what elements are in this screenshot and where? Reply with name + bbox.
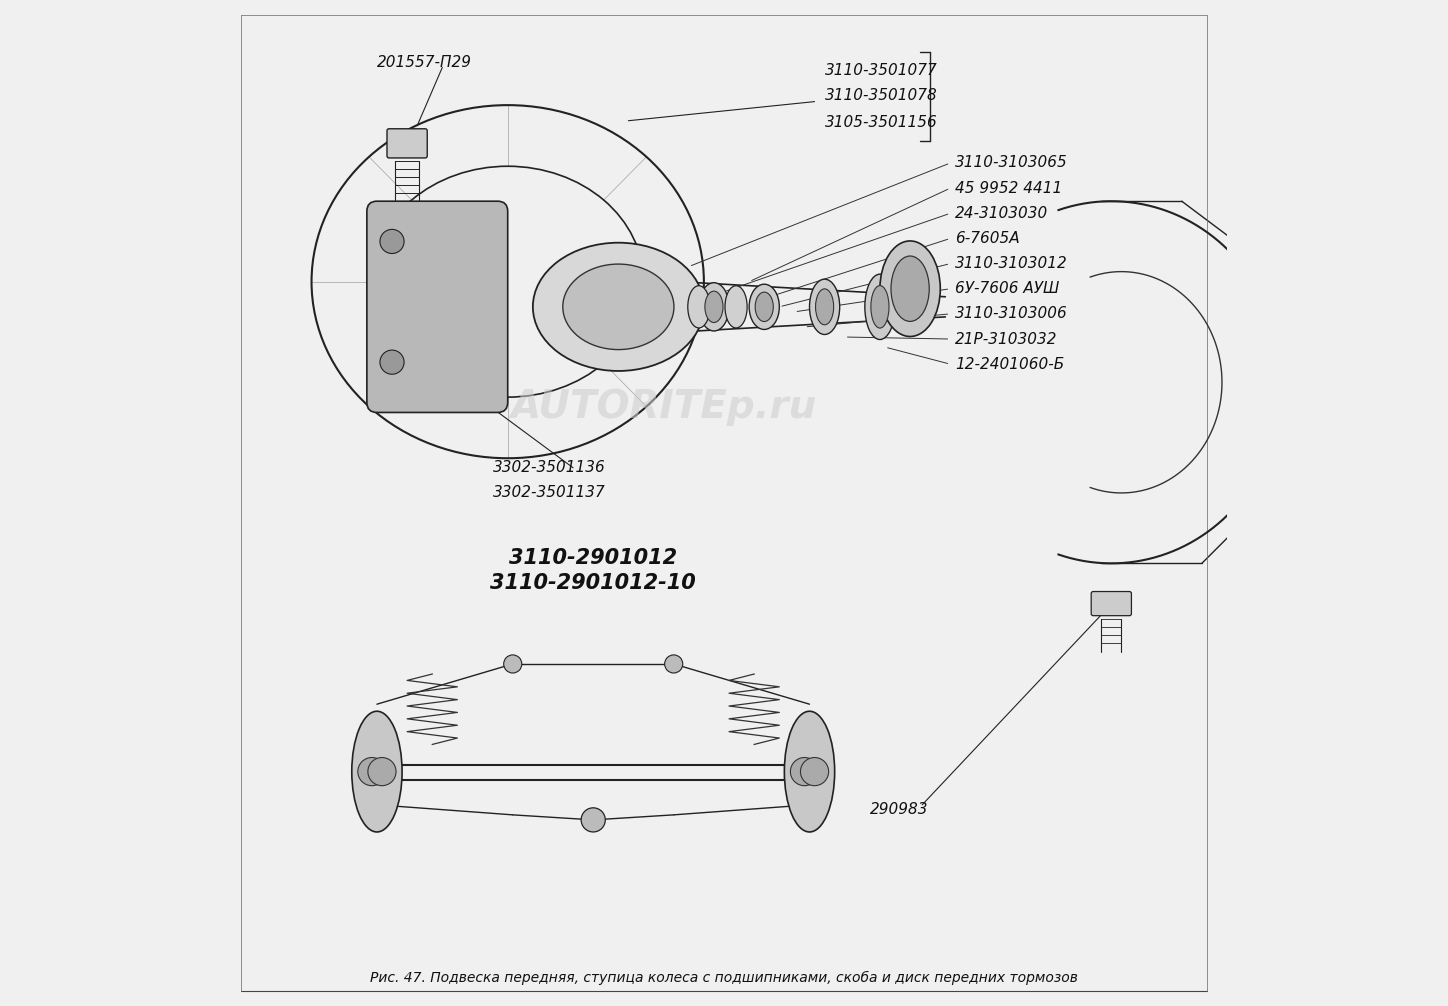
Text: 45 9952 4411: 45 9952 4411	[956, 181, 1063, 195]
Ellipse shape	[352, 711, 403, 832]
Ellipse shape	[891, 257, 930, 322]
Circle shape	[379, 229, 404, 254]
Text: 12-2401060-Б: 12-2401060-Б	[956, 357, 1064, 371]
Text: 6-7605А: 6-7605А	[956, 231, 1019, 245]
Ellipse shape	[725, 286, 747, 328]
Ellipse shape	[880, 241, 940, 337]
Ellipse shape	[785, 711, 834, 832]
Text: 3110-3501077: 3110-3501077	[824, 63, 937, 77]
Text: 3110-3103012: 3110-3103012	[956, 257, 1069, 271]
Text: 3105-3501156: 3105-3501156	[824, 116, 937, 130]
Text: 3302-3501137: 3302-3501137	[492, 486, 605, 500]
Circle shape	[801, 758, 828, 786]
FancyBboxPatch shape	[1092, 592, 1131, 616]
Ellipse shape	[864, 275, 895, 340]
Circle shape	[368, 758, 397, 786]
FancyBboxPatch shape	[387, 129, 427, 158]
Ellipse shape	[809, 280, 840, 334]
Text: 3110-2901012: 3110-2901012	[510, 548, 678, 568]
Text: 290983: 290983	[870, 803, 928, 817]
Text: 24-3103030: 24-3103030	[956, 206, 1048, 220]
Circle shape	[504, 655, 521, 673]
Ellipse shape	[870, 286, 889, 328]
Ellipse shape	[688, 286, 710, 328]
Ellipse shape	[705, 291, 723, 323]
Text: Рис. 47. Подвеска передняя, ступица колеса с подшипниками, скоба и диск передних: Рис. 47. Подвеска передняя, ступица коле…	[371, 971, 1077, 985]
Text: 3110-3103065: 3110-3103065	[956, 156, 1069, 170]
Ellipse shape	[749, 285, 779, 330]
Text: 3110-3501078: 3110-3501078	[824, 89, 937, 103]
Circle shape	[358, 758, 387, 786]
Text: 201557-П29: 201557-П29	[376, 55, 472, 69]
Text: 21Р-3103032: 21Р-3103032	[956, 332, 1058, 346]
Text: 6У-7606 АУШ: 6У-7606 АУШ	[956, 282, 1060, 296]
Text: 3302-3501136: 3302-3501136	[492, 461, 605, 475]
Circle shape	[379, 350, 404, 374]
Text: 3110-2901012-10: 3110-2901012-10	[491, 573, 696, 594]
Circle shape	[665, 655, 683, 673]
Ellipse shape	[533, 242, 704, 371]
Circle shape	[791, 758, 818, 786]
FancyBboxPatch shape	[366, 201, 508, 412]
Ellipse shape	[699, 283, 728, 331]
Ellipse shape	[815, 289, 834, 325]
Text: AUTОRITЕр.ru: AUTОRITЕр.ru	[511, 388, 817, 427]
Circle shape	[581, 808, 605, 832]
Ellipse shape	[756, 292, 773, 322]
Ellipse shape	[563, 265, 673, 350]
Text: 3110-3103006: 3110-3103006	[956, 307, 1069, 321]
